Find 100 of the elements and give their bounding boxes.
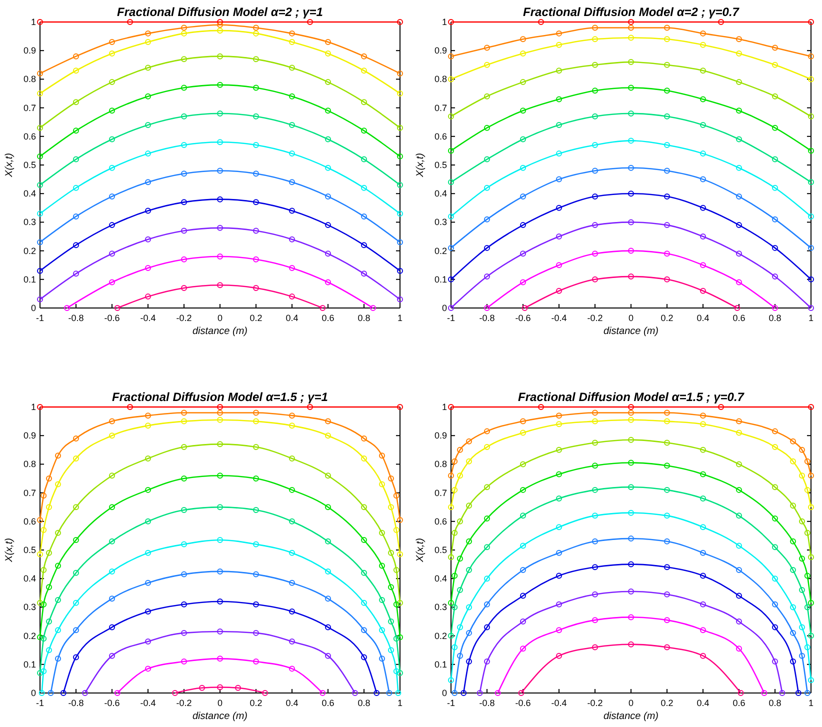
point: [397, 153, 403, 160]
point: [361, 213, 367, 220]
point: [592, 113, 598, 120]
point: [325, 568, 331, 574]
point: [772, 216, 778, 222]
point: [217, 196, 223, 202]
point: [73, 99, 79, 106]
point: [388, 584, 394, 590]
point: [484, 124, 490, 131]
point: [556, 627, 562, 634]
point: [361, 242, 367, 248]
point: [664, 62, 670, 68]
point: [181, 444, 187, 450]
x-tick-label: -0.2: [587, 313, 603, 323]
point: [700, 204, 706, 211]
point: [628, 24, 634, 31]
x-tick-label: -1: [446, 313, 456, 323]
point: [592, 538, 598, 544]
point: [217, 82, 223, 88]
point: [448, 213, 454, 220]
y-tick-label: 0: [30, 303, 36, 313]
point: [145, 518, 151, 524]
point: [466, 658, 472, 665]
point: [181, 24, 187, 31]
point: [448, 404, 454, 410]
point: [37, 268, 43, 274]
point: [790, 502, 796, 509]
point: [217, 472, 223, 479]
point: [181, 418, 187, 424]
point: [628, 274, 634, 280]
point: [448, 19, 454, 25]
point: [253, 541, 259, 548]
point: [397, 182, 403, 188]
point: [253, 30, 259, 36]
point: [804, 644, 810, 650]
y-tick-label: 0.9: [23, 46, 36, 56]
point: [700, 627, 706, 634]
point: [55, 530, 61, 536]
point: [664, 644, 670, 650]
point: [520, 279, 526, 286]
point: [145, 580, 151, 586]
point: [736, 592, 742, 599]
point: [790, 567, 796, 574]
point: [772, 516, 778, 522]
point: [145, 666, 151, 672]
point: [37, 516, 43, 523]
point: [484, 428, 490, 434]
point: [253, 284, 259, 291]
x-tick-label: -0.8: [479, 698, 495, 708]
point: [199, 684, 205, 691]
point: [736, 461, 742, 468]
point: [73, 627, 79, 634]
point: [628, 588, 634, 594]
point: [700, 496, 706, 502]
point: [664, 564, 670, 570]
point: [217, 536, 223, 543]
point: [217, 656, 223, 662]
point: [804, 572, 810, 579]
x-tick-label: 0: [217, 313, 223, 323]
point: [307, 19, 313, 25]
y-tick-label: 0.2: [434, 246, 447, 256]
point: [518, 690, 524, 696]
point: [289, 236, 295, 242]
y-tick-label: 0.6: [434, 516, 447, 526]
point: [790, 658, 796, 665]
point: [181, 170, 187, 177]
point: [325, 50, 331, 56]
point: [320, 690, 326, 696]
point: [46, 476, 52, 482]
point: [253, 84, 259, 91]
x-tick-label: 1: [808, 698, 814, 708]
point: [145, 638, 151, 645]
point: [145, 150, 151, 157]
point: [181, 506, 187, 513]
point: [736, 542, 742, 549]
point: [664, 250, 670, 257]
point: [700, 412, 706, 419]
point: [253, 199, 259, 206]
point: [736, 193, 742, 200]
point: [73, 128, 79, 134]
point: [592, 591, 598, 598]
point: [628, 110, 634, 117]
point: [592, 617, 598, 624]
point: [664, 440, 670, 446]
point: [379, 452, 385, 459]
point: [217, 282, 223, 288]
point: [484, 516, 490, 522]
point: [217, 598, 223, 604]
point: [253, 630, 259, 636]
point: [664, 168, 670, 174]
point: [808, 113, 814, 120]
point: [374, 690, 380, 696]
point: [181, 30, 187, 36]
point: [628, 536, 634, 542]
point: [325, 538, 331, 544]
point: [700, 68, 706, 74]
x-tick-label: -0.8: [68, 313, 84, 323]
point: [325, 193, 331, 200]
point: [361, 99, 367, 106]
x-tick-label: 0.2: [250, 313, 262, 323]
